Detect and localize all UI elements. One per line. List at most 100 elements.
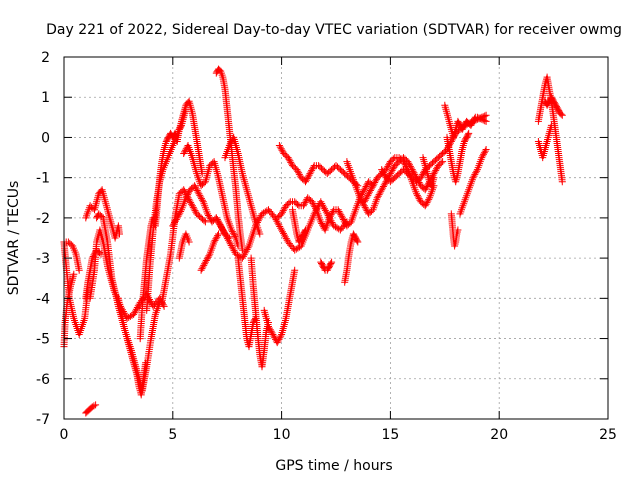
data-point xyxy=(197,193,205,201)
data-point xyxy=(464,131,472,139)
data-point xyxy=(387,168,395,176)
data-point xyxy=(378,186,386,194)
data-point xyxy=(216,221,224,229)
data-point xyxy=(96,249,103,257)
data-point xyxy=(401,161,409,169)
series-track-11 xyxy=(143,97,206,314)
y-tick-label: -1 xyxy=(36,171,50,187)
series-track-08 xyxy=(93,210,164,395)
data-point xyxy=(211,236,219,244)
data-point xyxy=(191,183,199,191)
data-point xyxy=(386,170,394,178)
data-point xyxy=(307,168,315,176)
series-track-15 xyxy=(175,230,193,262)
data-point xyxy=(294,201,302,208)
series-track-14 xyxy=(180,142,242,250)
data-point xyxy=(558,178,566,186)
data-point xyxy=(308,166,316,174)
data-point xyxy=(353,237,361,245)
data-point xyxy=(354,238,362,246)
data-point xyxy=(270,332,278,340)
data-point xyxy=(98,213,106,220)
data-point xyxy=(280,229,287,237)
data-point xyxy=(328,209,336,217)
data-point xyxy=(361,203,369,211)
data-point xyxy=(133,304,141,311)
data-point xyxy=(294,167,302,175)
data-point xyxy=(190,205,198,213)
data-point xyxy=(421,186,429,194)
data-point xyxy=(320,203,328,211)
data-point xyxy=(170,220,178,228)
data-point xyxy=(116,230,123,238)
data-point xyxy=(228,228,236,236)
data-point xyxy=(225,142,233,149)
data-point xyxy=(379,167,387,175)
data-point xyxy=(184,191,192,199)
data-point xyxy=(92,401,100,409)
y-tick-label: 2 xyxy=(41,50,50,66)
y-tick-label: 0 xyxy=(41,130,50,146)
y-tick-label: -6 xyxy=(36,372,50,388)
data-point xyxy=(198,265,206,273)
data-point xyxy=(204,253,212,261)
data-point xyxy=(326,214,333,222)
data-point xyxy=(480,150,487,158)
y-tick-label: -3 xyxy=(36,251,50,267)
data-point xyxy=(183,192,191,200)
data-point xyxy=(192,185,200,193)
data-point xyxy=(253,219,261,226)
y-tick-label: -4 xyxy=(36,291,50,307)
series-track-04 xyxy=(82,401,100,417)
data-point xyxy=(295,169,303,177)
data-point xyxy=(472,169,480,177)
series-track-21 xyxy=(247,254,272,371)
series-track-22 xyxy=(260,266,299,347)
data-point xyxy=(282,235,290,243)
data-point xyxy=(276,143,284,151)
chart-title: Day 221 of 2022, Sidereal Day-to-day VTE… xyxy=(46,22,622,38)
data-point xyxy=(338,212,346,220)
data-point xyxy=(185,189,192,197)
data-point xyxy=(310,201,318,209)
data-point xyxy=(371,179,379,186)
data-point xyxy=(195,190,203,198)
data-point xyxy=(379,169,387,177)
data-point xyxy=(365,190,373,198)
data-point xyxy=(213,216,221,224)
data-point xyxy=(360,198,368,206)
data-point xyxy=(473,167,481,175)
data-point xyxy=(266,326,274,334)
data-point xyxy=(482,146,490,153)
data-point xyxy=(329,208,337,215)
y-tick-label: -5 xyxy=(36,332,50,348)
data-point xyxy=(381,179,389,187)
series-track-16 xyxy=(197,230,222,274)
data-point xyxy=(414,193,422,201)
data-point xyxy=(388,166,396,174)
data-point xyxy=(212,235,220,243)
data-point xyxy=(220,228,228,236)
data-point xyxy=(172,216,180,223)
data-point xyxy=(326,212,334,220)
data-point xyxy=(410,169,418,177)
data-point xyxy=(336,209,344,217)
data-point xyxy=(202,257,210,264)
data-point xyxy=(278,146,286,154)
data-point xyxy=(422,200,430,208)
data-point xyxy=(482,117,490,125)
data-point xyxy=(334,206,342,214)
data-point xyxy=(90,402,98,410)
plot-frame xyxy=(63,56,609,420)
data-point xyxy=(376,189,384,197)
data-point xyxy=(374,192,382,200)
data-point xyxy=(75,266,83,274)
data-point xyxy=(278,210,286,218)
data-point xyxy=(200,261,208,269)
data-point xyxy=(223,233,231,241)
data-point xyxy=(317,198,325,206)
data-point xyxy=(301,199,309,207)
data-point xyxy=(379,184,387,192)
data-marks xyxy=(60,65,566,417)
x-axis-label: GPS time / hours xyxy=(275,458,392,474)
